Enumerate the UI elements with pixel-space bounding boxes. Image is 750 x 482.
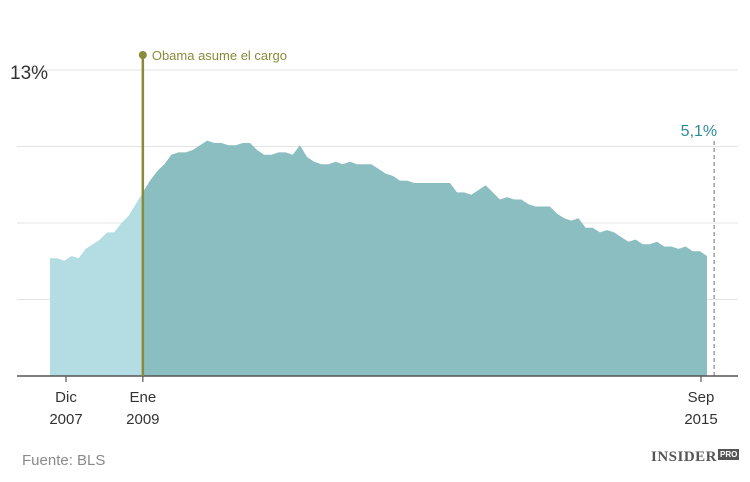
tick-label-month: Dic — [55, 389, 77, 406]
tick-label-year: 2015 — [684, 411, 717, 428]
obama-event-label: Obama asume el cargo — [152, 48, 287, 63]
tick-label-year: 2007 — [49, 411, 82, 428]
tick-label-year: 2009 — [126, 411, 159, 428]
insider-pro-logo: INSIDER PRO — [651, 449, 740, 466]
x-tick-labels: Dic 2007 Ene 2009 Sep 2015 — [49, 389, 717, 428]
logo-badge: PRO — [718, 449, 740, 460]
area-before-obama — [50, 192, 143, 376]
x-axis-ticks — [65, 376, 702, 382]
tick-label-month: Ene — [129, 389, 156, 406]
area-after-obama — [142, 140, 708, 376]
tick-label-month: Sep — [688, 389, 715, 406]
end-value-label: 5,1% — [681, 123, 717, 140]
y-axis-top-label: 13% — [10, 63, 48, 84]
obama-event-marker — [138, 51, 147, 59]
source-note: Fuente: BLS — [22, 452, 106, 469]
logo-text: INSIDER — [651, 449, 718, 465]
